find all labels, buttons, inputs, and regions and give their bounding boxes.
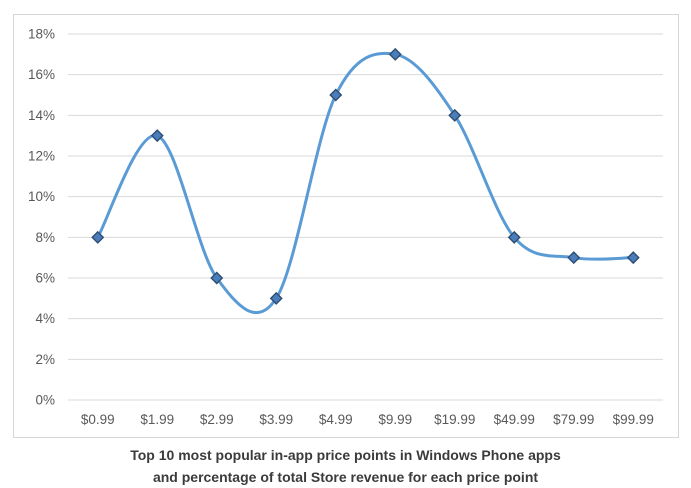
data-point-marker <box>329 88 343 102</box>
y-tick-label: 6% <box>35 271 55 286</box>
y-tick-label: 8% <box>35 230 55 245</box>
y-tick-label: 18% <box>28 27 55 42</box>
x-tick-label: $19.99 <box>434 412 475 427</box>
data-point-marker <box>388 47 402 61</box>
chart-area: 0% 2% 4% 6% 8% 10% 12% 14% 16% 18% $0.99 $1.99 $2.99… <box>13 14 679 438</box>
y-tick-label: 4% <box>35 311 55 326</box>
y-tick-label: 12% <box>28 149 55 164</box>
x-tick-label: $49.99 <box>494 412 535 427</box>
data-point-marker <box>626 251 640 265</box>
data-point-marker <box>91 230 105 244</box>
figure-caption-line1: Top 10 most popular in-app price points … <box>130 447 561 463</box>
data-point-marker <box>210 271 224 285</box>
x-tick-label: $3.99 <box>259 412 293 427</box>
y-tick-label: 10% <box>28 189 55 204</box>
x-tick-label: $4.99 <box>319 412 353 427</box>
data-point-marker <box>507 230 521 244</box>
data-point-marker <box>269 291 283 305</box>
y-tick-label: 0% <box>35 393 55 408</box>
x-tick-label: $1.99 <box>140 412 174 427</box>
figure-caption: Top 10 most popular in-app price points … <box>0 444 691 488</box>
line-chart: 0% 2% 4% 6% 8% 10% 12% 14% 16% 18% $0.99 $1.99 $2.99… <box>28 27 663 427</box>
series-line <box>96 51 635 315</box>
y-tick-label: 2% <box>35 352 55 367</box>
x-tick-label: $99.99 <box>613 412 654 427</box>
data-point-marker <box>567 251 581 265</box>
y-tick-label: 14% <box>28 108 55 123</box>
x-tick-label: $2.99 <box>200 412 234 427</box>
x-tick-label: $79.99 <box>553 412 594 427</box>
y-tick-label: 16% <box>28 67 55 82</box>
x-tick-label: $0.99 <box>81 412 115 427</box>
data-point-marker <box>150 129 164 143</box>
x-tick-label: $9.99 <box>378 412 412 427</box>
figure-caption-line2: and percentage of total Store revenue fo… <box>152 469 539 485</box>
data-point-marker <box>448 108 462 122</box>
